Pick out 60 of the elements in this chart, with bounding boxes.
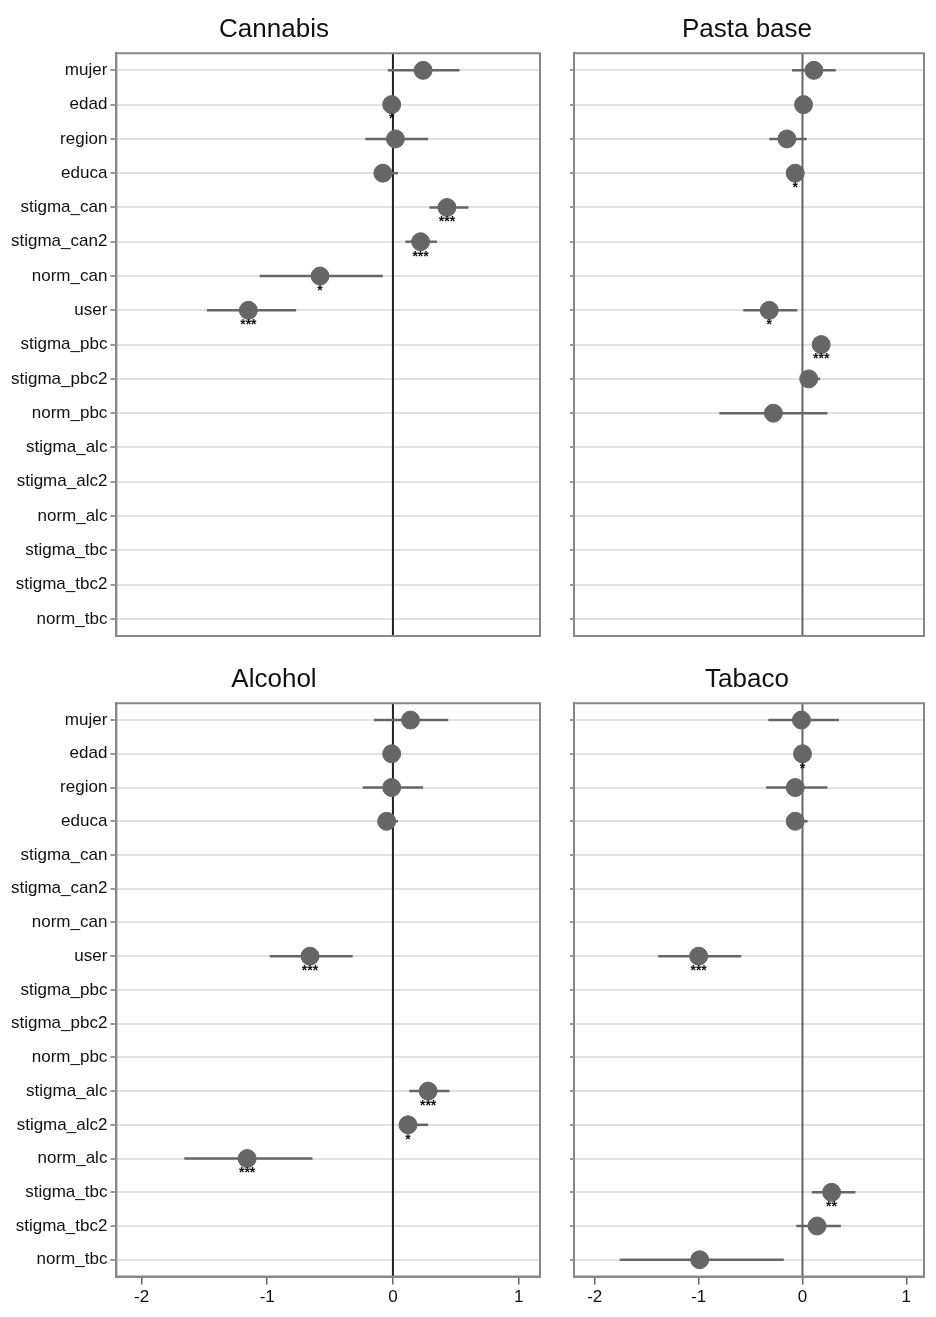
- y-tick-label: educa: [61, 162, 108, 182]
- y-tick-label: norm_alc: [37, 505, 108, 525]
- y-tick-label: region: [60, 777, 108, 797]
- x-tick-label: 1: [901, 1287, 912, 1307]
- y-tick-label: stigma_tbc: [25, 1181, 108, 1201]
- annotation: *: [799, 759, 806, 776]
- y-tick-label: mujer: [64, 709, 108, 729]
- annotation: ***: [301, 962, 319, 979]
- x-tick-label: -1: [259, 1287, 275, 1307]
- chart-title: Cannabis: [219, 12, 329, 43]
- y-tick-label: stigma_tbc2: [15, 574, 108, 594]
- annotation: ***: [813, 350, 830, 367]
- y-tick-label: stigma_alc: [26, 437, 108, 457]
- y-tick-label: norm_can: [31, 265, 108, 285]
- chart-title: Pasta base: [681, 12, 813, 43]
- y-tick-label: user: [74, 300, 108, 320]
- y-tick-label: norm_pbc: [31, 1047, 108, 1067]
- x-tick-label: 0: [388, 1287, 398, 1307]
- x-tick-label: -2: [587, 1287, 603, 1307]
- y-tick-label: stigma_can: [20, 197, 108, 217]
- annotation: ***: [240, 316, 258, 333]
- y-tick-label: norm_alc: [37, 1148, 108, 1168]
- y-tick-label: stigma_alc2: [16, 471, 108, 491]
- y-tick-label: stigma_pbc2: [11, 1013, 108, 1033]
- y-tick-label: stigma_pbc2: [11, 368, 108, 388]
- y-tick-label: mujer: [64, 60, 108, 80]
- annotation: ***: [419, 1096, 437, 1113]
- x-tick-label: -1: [691, 1287, 707, 1307]
- y-tick-label: norm_tbc: [36, 1249, 108, 1269]
- y-tick-label: norm_tbc: [36, 608, 108, 628]
- y-tick-label: region: [60, 128, 108, 148]
- annotation: *: [766, 316, 773, 333]
- x-tick-label: 1: [513, 1287, 524, 1307]
- y-tick-label: stigma_can2: [11, 878, 108, 898]
- x-tick-label: 0: [797, 1287, 808, 1307]
- y-tick-label: stigma_alc: [26, 1080, 108, 1100]
- annotation: *: [792, 179, 799, 196]
- y-tick-label: stigma_can2: [11, 231, 108, 251]
- y-tick-label: stigma_can: [20, 844, 108, 864]
- y-tick-label: stigma_tbc2: [15, 1215, 108, 1235]
- y-tick-label: stigma_pbc: [20, 334, 108, 354]
- x-tick-label: -2: [133, 1287, 150, 1307]
- y-tick-label: stigma_pbc: [20, 979, 108, 999]
- y-tick-label: educa: [61, 810, 108, 830]
- y-tick-label: edad: [69, 94, 108, 114]
- chart-title: Alcohol: [231, 662, 317, 693]
- annotation: *: [405, 1130, 412, 1147]
- annotation: ***: [438, 213, 456, 230]
- y-tick-label: user: [74, 945, 108, 965]
- y-tick-label: edad: [69, 743, 108, 763]
- annotation: ***: [690, 962, 708, 979]
- y-tick-label: stigma_tbc: [25, 539, 108, 559]
- annotation: **: [826, 1198, 838, 1215]
- y-tick-label: stigma_alc2: [16, 1114, 108, 1134]
- annotation: ***: [238, 1164, 256, 1181]
- y-tick-label: norm_pbc: [31, 402, 108, 422]
- y-tick-label: norm_can: [31, 912, 108, 932]
- annotation: ***: [412, 247, 430, 264]
- chart-title: Tabaco: [705, 662, 789, 693]
- annotation: *: [317, 281, 324, 298]
